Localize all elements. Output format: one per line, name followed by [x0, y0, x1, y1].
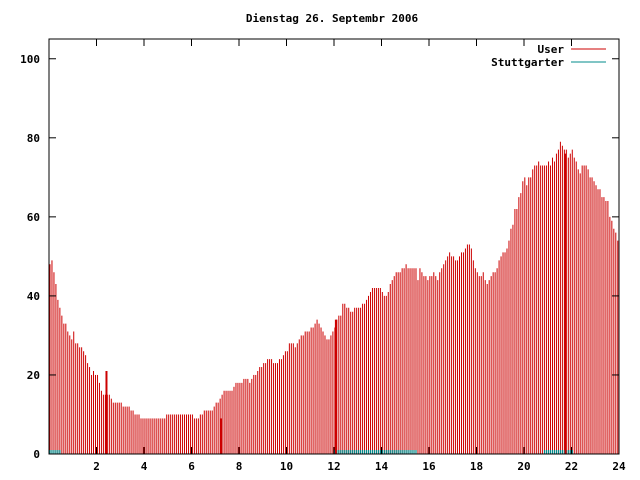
x-tick-label-22: 22 — [565, 460, 578, 473]
x-tick-label-8: 8 — [236, 460, 243, 473]
legend-label-stuttgarter: Stuttgarter — [491, 56, 564, 69]
plot-frame — [48, 38, 620, 455]
series-stuttgarter-bars — [49, 450, 573, 454]
x-tick-label-18: 18 — [470, 460, 483, 473]
x-tick-label-4: 4 — [141, 460, 148, 473]
legend: User Stuttgarter — [491, 43, 606, 69]
legend-label-user: User — [538, 43, 565, 56]
highlight-bars — [105, 153, 567, 454]
y-tick-label-20: 20 — [27, 369, 40, 382]
x-tick-label-14: 14 — [375, 460, 389, 473]
x-tick-label-20: 20 — [517, 460, 530, 473]
chart-title: Dienstag 26. Septembr 2006 — [246, 12, 419, 25]
series-user-bars — [49, 141, 619, 454]
y-tick-label-80: 80 — [27, 132, 40, 145]
x-tick-label-10: 10 — [280, 460, 293, 473]
x-tick-label-24: 24 — [612, 460, 626, 473]
y-tick-label-40: 40 — [27, 290, 40, 303]
x-tick-label-6: 6 — [188, 460, 195, 473]
x-tick-label-16: 16 — [422, 460, 436, 473]
x-tick-label-12: 12 — [327, 460, 340, 473]
y-tick-label-0: 0 — [33, 448, 40, 461]
y-tick-label-60: 60 — [27, 211, 40, 224]
tick-marks — [49, 39, 620, 455]
x-tick-label-2: 2 — [93, 460, 100, 473]
axes — [48, 38, 620, 455]
y-tick-label-100: 100 — [20, 53, 40, 66]
